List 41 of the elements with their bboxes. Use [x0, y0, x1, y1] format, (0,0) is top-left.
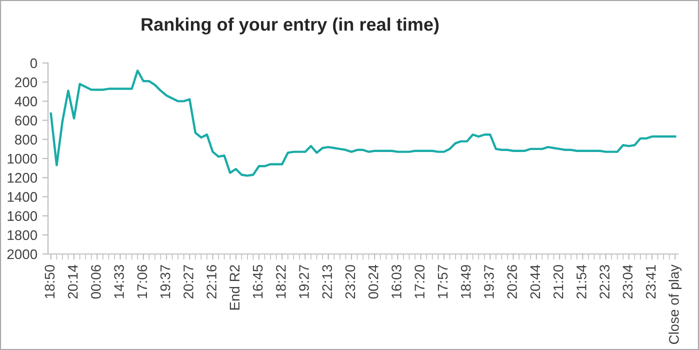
y-tick-label: 1200 [8, 172, 38, 183]
y-tick-label: 1000 [8, 154, 38, 164]
x-tick-label: 22:16 [206, 265, 216, 298]
x-tick-label: 22:13 [322, 265, 332, 298]
chart-title: Ranking of your entry (in real time) [142, 18, 439, 34]
x-tick-label: 22:23 [600, 265, 610, 298]
x-tick-label: Close of play [668, 264, 682, 344]
x-tick-label: 20:44 [530, 264, 540, 298]
x-tick-label: 16:03 [392, 265, 402, 298]
x-tick-label: 19:27 [299, 265, 309, 298]
x-tick-label: 19:37 [160, 265, 170, 298]
x-tick-label: 23:41 [646, 265, 656, 298]
line-series [50, 70, 676, 177]
x-tick-label: 17:06 [137, 265, 148, 298]
y-tick-label: 400 [14, 96, 38, 106]
x-tick-label: 18:50 [44, 264, 55, 298]
y-tick-label: 200 [15, 77, 38, 88]
y-tick-label: 600 [15, 116, 38, 126]
x-tick-label: 20:14 [68, 264, 78, 298]
x-tick-label: 19:37 [484, 265, 494, 298]
y-tick-label: 1600 [8, 211, 38, 221]
x-tick-label: End R2 [229, 265, 240, 310]
x-tick-label: 00:24 [368, 264, 378, 299]
x-tick-label: 20:27 [184, 265, 194, 298]
x-tick-label: 21:20 [553, 264, 564, 298]
x-tick-label: 20:26 [507, 265, 518, 298]
x-tick-label: 16:45 [252, 264, 263, 298]
y-tick-label: 800 [15, 134, 38, 145]
x-tick-label: 17:20 [414, 264, 425, 298]
x-tick-label: 14:33 [114, 265, 124, 298]
x-tick-label: 18:22 [276, 265, 286, 298]
x-tick-label: 23:20 [345, 264, 356, 298]
y-tick-label: 2000 [7, 249, 38, 260]
y-tick-label: 0 [30, 58, 38, 68]
x-tick-label: 18:49 [460, 265, 471, 298]
y-tick-label: 1800 [8, 230, 38, 240]
y-tick-label: 1400 [8, 192, 38, 202]
x-tick-label: 17:57 [438, 265, 448, 298]
x-tick-label: 00:06 [91, 265, 101, 299]
x-tick-label: 21:54 [576, 264, 586, 298]
x-tick-label: 23:04 [622, 264, 633, 298]
